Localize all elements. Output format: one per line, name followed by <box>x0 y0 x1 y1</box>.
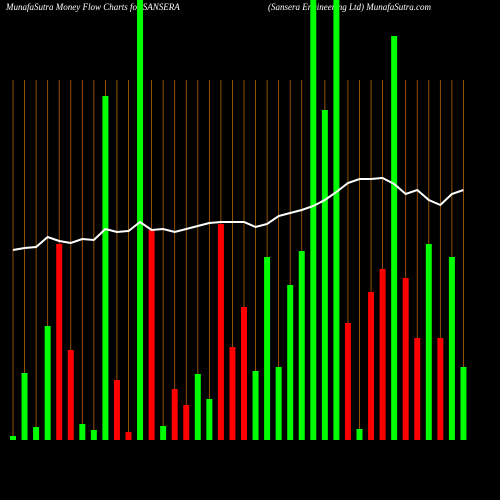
bar <box>425 244 432 440</box>
bar <box>460 367 467 440</box>
bar <box>379 269 386 440</box>
bar <box>368 292 375 440</box>
bar <box>206 399 213 440</box>
bar <box>391 36 398 440</box>
bar <box>137 0 144 440</box>
bar <box>310 0 317 440</box>
bar <box>344 323 351 440</box>
bar <box>90 430 97 440</box>
bar <box>287 285 294 440</box>
bar <box>44 326 51 440</box>
bar <box>241 307 247 440</box>
bar <box>33 427 40 440</box>
money-flow-line <box>12 176 464 251</box>
bar <box>67 350 74 440</box>
bar <box>194 374 201 440</box>
bar <box>275 367 282 440</box>
chart-subtitle: (Sansera Engineering Ltd) MunafaSutra.co… <box>268 2 431 12</box>
bar <box>102 96 109 440</box>
bar <box>333 0 340 440</box>
bar <box>113 380 120 440</box>
bar <box>125 432 132 440</box>
bar <box>217 224 224 440</box>
bar <box>229 347 236 440</box>
bar <box>356 429 363 440</box>
bar <box>448 257 455 440</box>
bar <box>252 371 259 440</box>
bar <box>21 373 28 440</box>
chart-title: MunafaSutra Money Flow Charts for SANSER… <box>5 2 180 12</box>
bar <box>79 424 86 440</box>
bar <box>414 338 421 440</box>
bar <box>321 110 328 440</box>
bar <box>437 338 444 440</box>
bar <box>171 389 178 440</box>
bar <box>148 230 155 440</box>
bar <box>298 251 305 440</box>
bar <box>183 405 190 440</box>
bar <box>160 426 167 440</box>
bar <box>10 436 16 440</box>
bar <box>264 257 271 440</box>
bar <box>56 244 63 440</box>
bar <box>402 278 409 440</box>
